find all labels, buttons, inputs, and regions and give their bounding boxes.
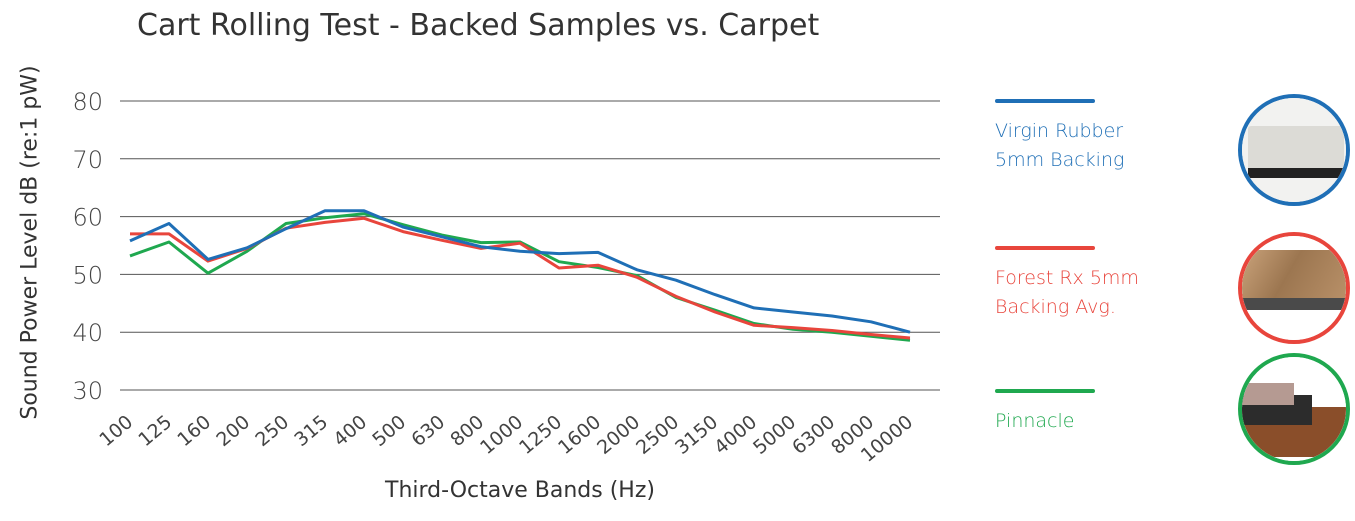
- x-tick-label: 315: [290, 411, 332, 451]
- legend-item-pinnacle: Pinnacle: [995, 389, 1195, 436]
- legend-label-virgin-rubber: Virgin Rubber 5mm Backing: [995, 120, 1125, 171]
- y-tick-labels: 30 40 50 60 70 80: [72, 88, 103, 405]
- x-tick-label: 2500: [632, 411, 683, 459]
- series-line-0: [129, 209, 911, 334]
- pinnacle-sample-icon: [1238, 353, 1350, 465]
- y-tick-label: 60: [72, 204, 103, 232]
- x-tick-label: 400: [329, 411, 371, 451]
- x-tick-label: 5000: [749, 411, 800, 459]
- legend-line-forest-rx: [995, 246, 1095, 250]
- series-lines: [129, 209, 911, 342]
- x-tick-label: 250: [251, 411, 293, 451]
- legend-line-virgin-rubber: [995, 99, 1095, 103]
- x-tick-label: 4000: [710, 411, 761, 459]
- x-tick-label: 6300: [788, 411, 839, 459]
- x-tick-label: 630: [407, 411, 449, 451]
- series-line-1: [130, 216, 911, 340]
- x-tick-label: 125: [134, 411, 176, 451]
- x-tick-label: 2000: [593, 411, 644, 459]
- legend-line-pinnacle: [995, 389, 1095, 393]
- chart-title: Cart Rolling Test - Backed Samples vs. C…: [137, 8, 820, 43]
- legend-item-forest-rx: Forest Rx 5mm Backing Avg.: [995, 246, 1195, 322]
- virgin-rubber-sample-icon: [1238, 94, 1350, 206]
- x-tick-label: 1600: [554, 411, 605, 459]
- forest-rx-sample-icon: [1238, 232, 1350, 344]
- x-tick-label: 1000: [476, 411, 527, 459]
- x-tick-label: 100: [95, 411, 137, 451]
- x-tick-label: 500: [368, 411, 410, 451]
- x-axis-label: Third-Octave Bands (Hz): [385, 478, 655, 503]
- x-tick-label: 160: [173, 411, 215, 451]
- legend-item-virgin-rubber: Virgin Rubber 5mm Backing: [995, 99, 1195, 175]
- y-tick-label: 40: [72, 319, 103, 347]
- y-tick-label: 80: [72, 88, 103, 116]
- x-tick-label: 200: [212, 411, 254, 451]
- x-tick-label: 3150: [671, 411, 722, 459]
- x-tick-label: 1250: [515, 411, 566, 459]
- legend-label-forest-rx: Forest Rx 5mm Backing Avg.: [995, 267, 1139, 318]
- series-line-2: [129, 212, 911, 342]
- y-tick-label: 70: [72, 146, 103, 174]
- x-tick-labels: 1001251602002503154005006308001000125016…: [95, 411, 917, 467]
- y-tick-label: 50: [72, 261, 103, 289]
- y-tick-label: 30: [72, 377, 103, 405]
- grid-lines: [120, 100, 940, 391]
- legend-label-pinnacle: Pinnacle: [995, 410, 1075, 432]
